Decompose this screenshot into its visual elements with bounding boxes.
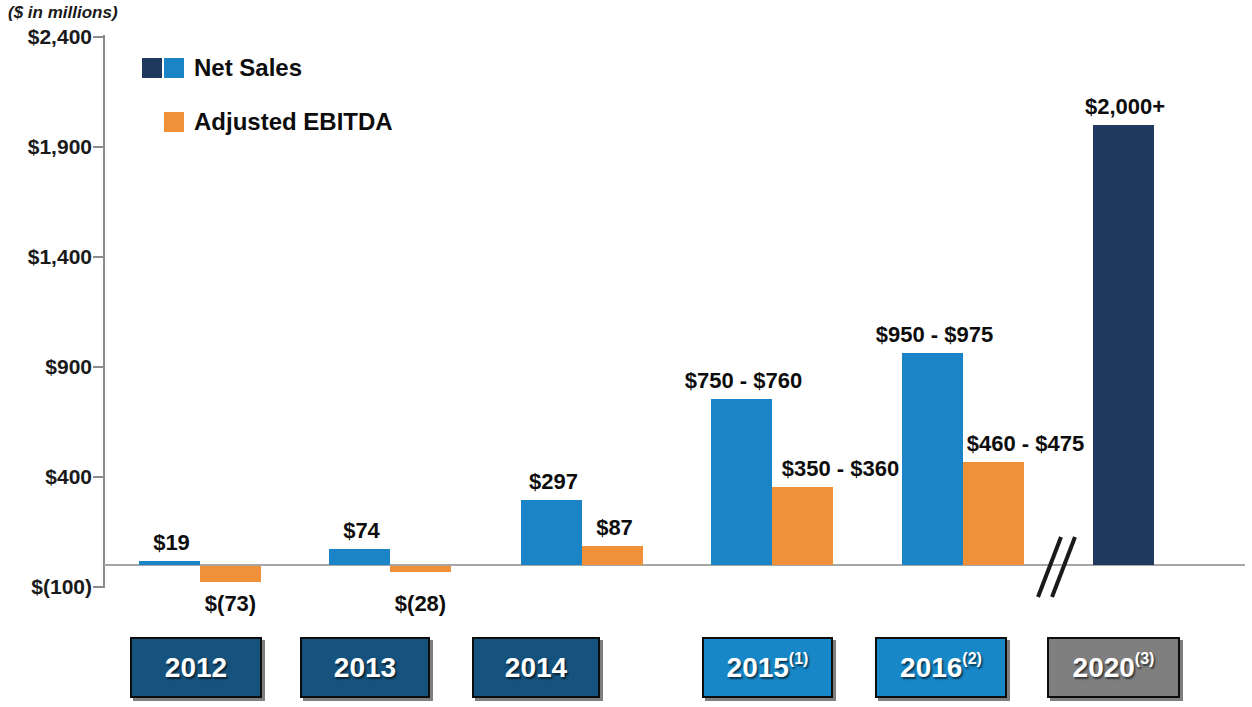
year-text: 2015 [727, 652, 789, 684]
label-net-sales-2015: $750 - $760 [685, 368, 802, 394]
year-text: 2012 [165, 652, 227, 684]
label-net-sales-2020: $2,000+ [1085, 94, 1165, 120]
label-net-sales-2012: $19 [153, 530, 190, 556]
y-tick-label: $2,400 [0, 24, 92, 50]
bar-adjusted-ebitda-2016 [963, 462, 1024, 565]
y-tick-mark [93, 146, 105, 148]
year-footnote-superscript: (2) [962, 650, 982, 668]
unit-note: ($ in millions) [8, 3, 118, 23]
bar-adjusted-ebitda-2013 [390, 566, 451, 572]
legend-label-net-sales: Net Sales [194, 55, 302, 81]
bar-adjusted-ebitda-2014 [582, 546, 643, 565]
label-adjusted-ebitda-2014: $87 [596, 515, 633, 541]
category-label-2013: 2013 [300, 637, 430, 698]
year-text: 2016 [900, 652, 962, 684]
bar-net-sales-2020 [1093, 125, 1154, 565]
label-adjusted-ebitda-2015: $350 - $360 [782, 456, 899, 482]
axis-break-icon [1028, 531, 1084, 601]
year-footnote-superscript: (3) [1135, 650, 1155, 668]
y-axis-line [103, 35, 105, 588]
legend-label-adjusted-ebitda: Adjusted EBITDA [194, 109, 393, 135]
y-tick-mark [93, 586, 105, 588]
category-label-2014: 2014 [472, 637, 600, 698]
adjusted-ebitda-orange-swatch-icon [164, 112, 184, 132]
legend-item-adjusted-ebitda: Adjusted EBITDA [164, 109, 393, 135]
category-label-2020: 2020(3) [1047, 637, 1180, 698]
bar-net-sales-2013 [329, 549, 390, 565]
net-sales-blue-swatch-icon [164, 58, 184, 78]
y-tick-label: $1,900 [0, 134, 92, 160]
label-adjusted-ebitda-2013: $(28) [395, 591, 446, 617]
y-tick-mark [93, 366, 105, 368]
bar-net-sales-2016 [902, 353, 963, 565]
year-text: 2014 [505, 652, 567, 684]
y-tick-mark [93, 256, 105, 258]
year-text: 2020 [1073, 652, 1135, 684]
bar-adjusted-ebitda-2012 [200, 566, 261, 582]
net-sales-navy-swatch-icon [142, 58, 162, 78]
year-text: 2013 [334, 652, 396, 684]
label-net-sales-2013: $74 [343, 518, 380, 544]
y-tick-label: $(100) [0, 574, 92, 600]
year-footnote-superscript: (1) [789, 650, 809, 668]
y-tick-label: $1,400 [0, 244, 92, 270]
label-net-sales-2014: $297 [529, 469, 578, 495]
label-adjusted-ebitda-2012: $(73) [205, 591, 256, 617]
y-tick-label: $400 [0, 464, 92, 490]
legend-item-net-sales: Net Sales [142, 55, 302, 81]
category-label-2012: 2012 [130, 637, 262, 698]
label-net-sales-2016: $950 - $975 [876, 322, 993, 348]
bar-net-sales-2014 [521, 500, 582, 565]
category-label-2015: 2015(1) [702, 637, 833, 698]
category-label-2016: 2016(2) [875, 637, 1007, 698]
bar-net-sales-2012 [139, 561, 200, 565]
y-tick-label: $900 [0, 354, 92, 380]
bar-adjusted-ebitda-2015 [772, 487, 833, 565]
label-adjusted-ebitda-2016: $460 - $475 [967, 431, 1084, 457]
bar-net-sales-2015 [711, 399, 772, 565]
y-tick-mark [93, 476, 105, 478]
y-tick-mark [93, 36, 105, 38]
